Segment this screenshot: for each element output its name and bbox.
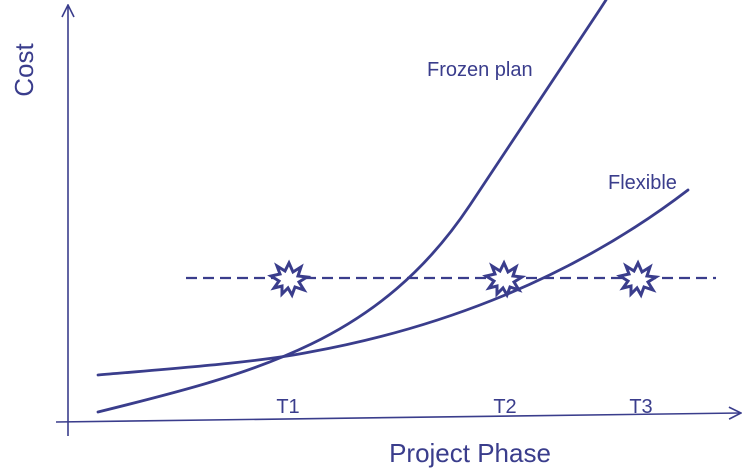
milestone-t1-label: T1 xyxy=(276,396,299,418)
frozen-plan-label: Frozen plan xyxy=(427,59,533,81)
explosion-icon xyxy=(618,261,658,297)
frozen-plan-curve xyxy=(96,0,608,414)
x-axis xyxy=(55,413,740,423)
flexible-label: Flexible xyxy=(608,172,677,194)
flexible-curve xyxy=(96,188,690,377)
y-axis-title: Cost xyxy=(9,42,39,96)
milestone-t3-label: T3 xyxy=(629,396,652,418)
milestone-t2-label: T2 xyxy=(493,396,516,418)
explosion-icon xyxy=(484,261,524,297)
x-axis-title: Project Phase xyxy=(389,438,551,468)
explosion-icon xyxy=(269,261,309,297)
